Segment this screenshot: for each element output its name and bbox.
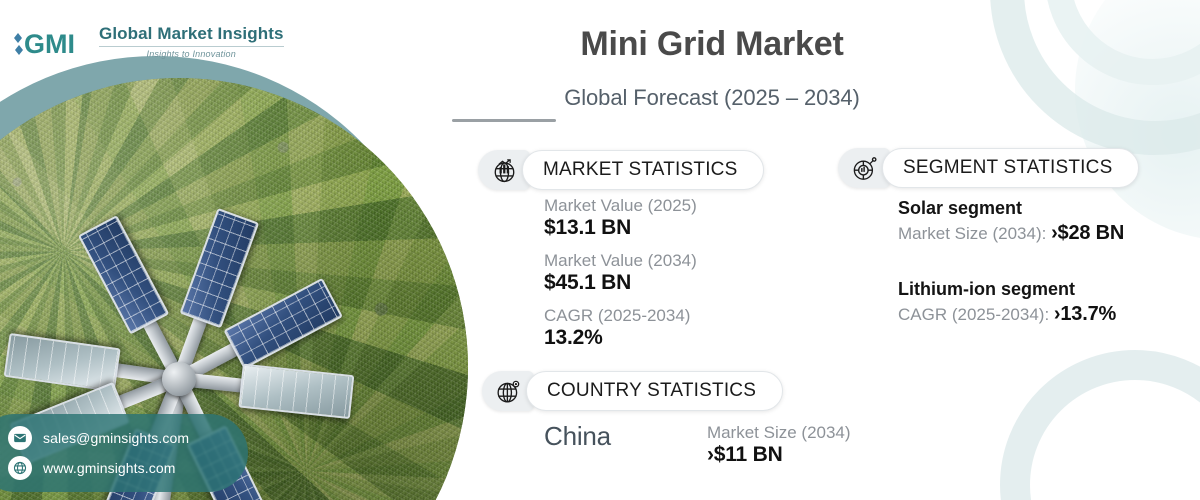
decorative-ring-bottom-right: [1000, 350, 1200, 500]
market-statistics-pill: MARKET STATISTICS: [522, 150, 765, 190]
gmi-logo[interactable]: GMI Global Market Insights Insights to I…: [14, 22, 284, 62]
globe-pin-icon: [482, 371, 534, 411]
segment-metric: Market Size (2034): ›$28 BN: [898, 222, 1124, 245]
country-statistics-pill: COUNTRY STATISTICS: [526, 371, 784, 411]
logo-company-name: Global Market Insights: [99, 24, 284, 43]
page-subtitle: Global Forecast (2025 – 2034): [564, 85, 860, 111]
segment-statistics-pill: SEGMENT STATISTICS: [882, 148, 1140, 188]
segment-item: Solar segment Market Size (2034): ›$28 B…: [898, 198, 1124, 245]
stat-value: $45.1 BN: [544, 271, 632, 294]
page-title: Mini Grid Market: [580, 25, 844, 63]
title-divider: [452, 119, 556, 122]
segment-statistics-label: SEGMENT STATISTICS: [903, 157, 1113, 178]
country-statistics-label: COUNTRY STATISTICS: [547, 380, 757, 401]
market-statistics-label: MARKET STATISTICS: [543, 159, 738, 180]
segment-item: Lithium-ion segment CAGR (2025-2034): ›1…: [898, 279, 1124, 326]
globe-icon: [8, 456, 32, 480]
gmi-logo-icon: GMI: [14, 29, 75, 59]
country-metric: Market Size (2034) ›$11 BN: [707, 420, 851, 467]
stat-label: Market Value (2025): [544, 196, 697, 215]
contact-website-row[interactable]: www.gminsights.com: [8, 456, 248, 480]
contact-website: www.gminsights.com: [43, 460, 176, 476]
contact-email: sales@gminsights.com: [43, 430, 190, 446]
donut-chart-target-icon: [838, 148, 890, 188]
segment-metric-label: CAGR (2025-2034):: [898, 305, 1054, 324]
segment-statistics-badge[interactable]: SEGMENT STATISTICS: [838, 148, 1140, 188]
decorative-ring-top-right-inner: [1045, 0, 1200, 85]
market-statistics-list: Market Value (2025) $13.1 BN Market Valu…: [544, 196, 697, 361]
logo-wordmark: Global Market Insights Insights to Innov…: [99, 25, 284, 59]
stat-row: Market Value (2025) $13.1 BN: [544, 196, 697, 240]
country-statistics-block: China Market Size (2034) ›$11 BN: [544, 420, 851, 467]
stat-row: CAGR (2025-2034) 13.2%: [544, 306, 697, 350]
svg-text:GMI: GMI: [24, 29, 75, 59]
segment-metric-value: ›13.7%: [1053, 303, 1117, 325]
segment-spacer: [898, 245, 1124, 279]
country-metric-value: ›$11 BN: [706, 443, 783, 466]
country-metric-label: Market Size (2034): [706, 423, 851, 442]
stat-value: 13.2%: [544, 326, 603, 349]
logo-divider: [99, 46, 284, 47]
stat-row: Market Value (2034) $45.1 BN: [544, 251, 697, 295]
market-statistics-badge[interactable]: MARKET STATISTICS: [478, 150, 765, 190]
contact-pill: sales@gminsights.com www.gminsights.com: [0, 414, 248, 492]
contact-email-row[interactable]: sales@gminsights.com: [8, 426, 248, 450]
stat-label: CAGR (2025-2034): [544, 306, 691, 325]
segment-statistics-list: Solar segment Market Size (2034): ›$28 B…: [898, 198, 1124, 326]
stat-value: $13.1 BN: [544, 216, 632, 239]
stat-label: Market Value (2034): [544, 251, 697, 270]
segment-metric-label: Market Size (2034):: [898, 224, 1052, 243]
segment-title: Lithium-ion segment: [898, 279, 1075, 299]
solar-hub: [162, 361, 196, 396]
segment-title: Solar segment: [898, 198, 1023, 218]
segment-metric-value: ›$28 BN: [1051, 222, 1125, 244]
segment-metric: CAGR (2025-2034): ›13.7%: [898, 303, 1124, 326]
logo-tagline: Insights to Innovation: [146, 49, 236, 59]
header: Mini Grid Market Global Forecast (2025 –…: [452, 25, 972, 111]
country-name: China: [544, 421, 611, 451]
envelope-icon: [8, 426, 32, 450]
globe-bar-chart-icon: [478, 150, 530, 190]
decorative-ring-top-right-outer: [990, 0, 1200, 155]
country-statistics-badge[interactable]: COUNTRY STATISTICS: [482, 371, 784, 411]
